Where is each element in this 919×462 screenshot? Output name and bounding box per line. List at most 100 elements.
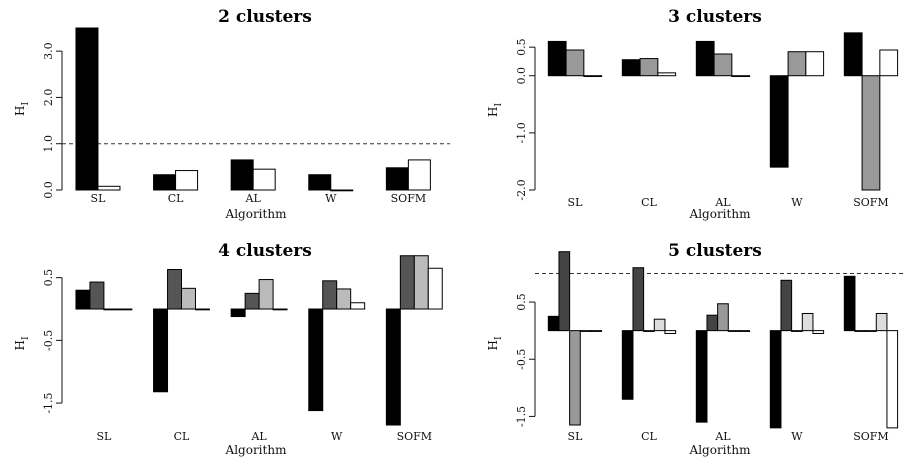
y-tick-label: 2.0 — [42, 89, 55, 107]
bar — [801, 312, 814, 332]
bar — [547, 40, 567, 77]
x-tick-label: SOFM — [397, 430, 432, 443]
bar — [787, 51, 807, 77]
y-tick-label: -1.5 — [515, 406, 528, 427]
y-axis-label-main: H — [486, 107, 500, 117]
x-tick-label: SL — [568, 430, 584, 443]
x-tick-label: SL — [91, 192, 107, 205]
panel-title: 2 clusters — [218, 7, 312, 27]
bar — [861, 75, 881, 191]
x-axis-label: Algorithm — [225, 207, 288, 221]
bar — [308, 174, 332, 191]
x-tick-label: SOFM — [391, 192, 426, 205]
bar — [308, 308, 324, 412]
y-axis-label-subscript: I — [494, 103, 504, 107]
y-tick-label: 0.5 — [515, 293, 528, 311]
x-tick-label: CL — [641, 196, 657, 209]
panel-title: 5 clusters — [668, 241, 762, 261]
x-tick-label: AL — [250, 430, 267, 443]
bar — [583, 75, 603, 78]
x-tick-label: AL — [245, 192, 262, 205]
x-axis-label: Algorithm — [225, 443, 288, 457]
bar — [558, 251, 571, 332]
bar — [252, 168, 276, 191]
x-tick-label: AL — [714, 196, 731, 209]
bar — [244, 292, 260, 310]
bar — [738, 330, 751, 332]
bar — [621, 330, 634, 400]
bar — [843, 32, 863, 77]
y-axis-label-main: H — [486, 340, 500, 350]
bar — [385, 167, 409, 191]
y-tick-label: 0.0 — [515, 67, 528, 85]
bar — [579, 330, 592, 332]
y-axis-label-subscript: I — [21, 102, 31, 106]
y-axis-label-main: H — [13, 106, 27, 116]
y-axis-label-main: H — [13, 340, 27, 350]
bar — [695, 330, 708, 423]
bar — [89, 281, 105, 310]
y-axis-label: HI — [486, 336, 504, 350]
x-tick-label: W — [331, 430, 343, 443]
bar — [706, 314, 719, 332]
bar — [639, 58, 659, 77]
bar — [657, 72, 677, 77]
bar — [230, 159, 254, 191]
bar — [731, 75, 751, 78]
bar — [664, 330, 677, 334]
y-axis-label-subscript: I — [494, 336, 504, 340]
bar — [103, 308, 119, 311]
bar — [812, 330, 825, 334]
bar — [230, 308, 246, 318]
bar — [565, 49, 585, 77]
y-axis-label-subscript: I — [21, 336, 31, 340]
x-tick-label: W — [325, 192, 337, 205]
bar — [350, 302, 366, 310]
y-tick-label: -0.5 — [42, 330, 55, 351]
x-tick-label: W — [791, 430, 803, 443]
bar — [153, 174, 177, 191]
bar — [547, 315, 560, 332]
bar — [330, 189, 354, 192]
y-tick-label: 1.0 — [42, 135, 55, 153]
x-axis-label: Algorithm — [689, 207, 752, 221]
bar — [805, 51, 825, 77]
y-tick-label: 0.5 — [42, 269, 55, 287]
bar — [621, 59, 641, 77]
bar — [399, 255, 415, 310]
bar — [769, 75, 789, 168]
y-tick-label: -1.5 — [42, 392, 55, 413]
y-axis-label: HI — [486, 103, 504, 117]
bar — [865, 330, 877, 332]
bar — [717, 303, 729, 332]
bar — [791, 330, 803, 332]
y-axis-label: HI — [13, 102, 31, 116]
bar — [413, 255, 429, 310]
bar — [713, 53, 733, 77]
panel-title: 3 clusters — [668, 7, 762, 27]
bar — [590, 330, 603, 332]
x-axis-label: Algorithm — [689, 443, 752, 457]
bar — [653, 318, 666, 332]
bar — [854, 330, 867, 332]
x-tick-label: CL — [174, 430, 190, 443]
bar — [407, 159, 431, 191]
bar — [875, 312, 888, 332]
x-tick-label: AL — [714, 430, 731, 443]
bar — [97, 185, 121, 191]
y-tick-label: 0.5 — [515, 38, 528, 56]
bar — [272, 308, 288, 311]
bar — [769, 330, 782, 429]
panel-title: 4 clusters — [218, 241, 312, 261]
x-tick-label: SL — [568, 196, 584, 209]
y-tick-label: 3.0 — [42, 42, 55, 60]
bar — [632, 267, 645, 332]
x-tick-label: W — [791, 196, 803, 209]
bar — [569, 330, 581, 426]
bar — [385, 308, 401, 426]
bar — [780, 279, 793, 332]
y-axis-label: HI — [13, 336, 31, 350]
bar — [75, 289, 91, 310]
bar — [427, 267, 443, 310]
